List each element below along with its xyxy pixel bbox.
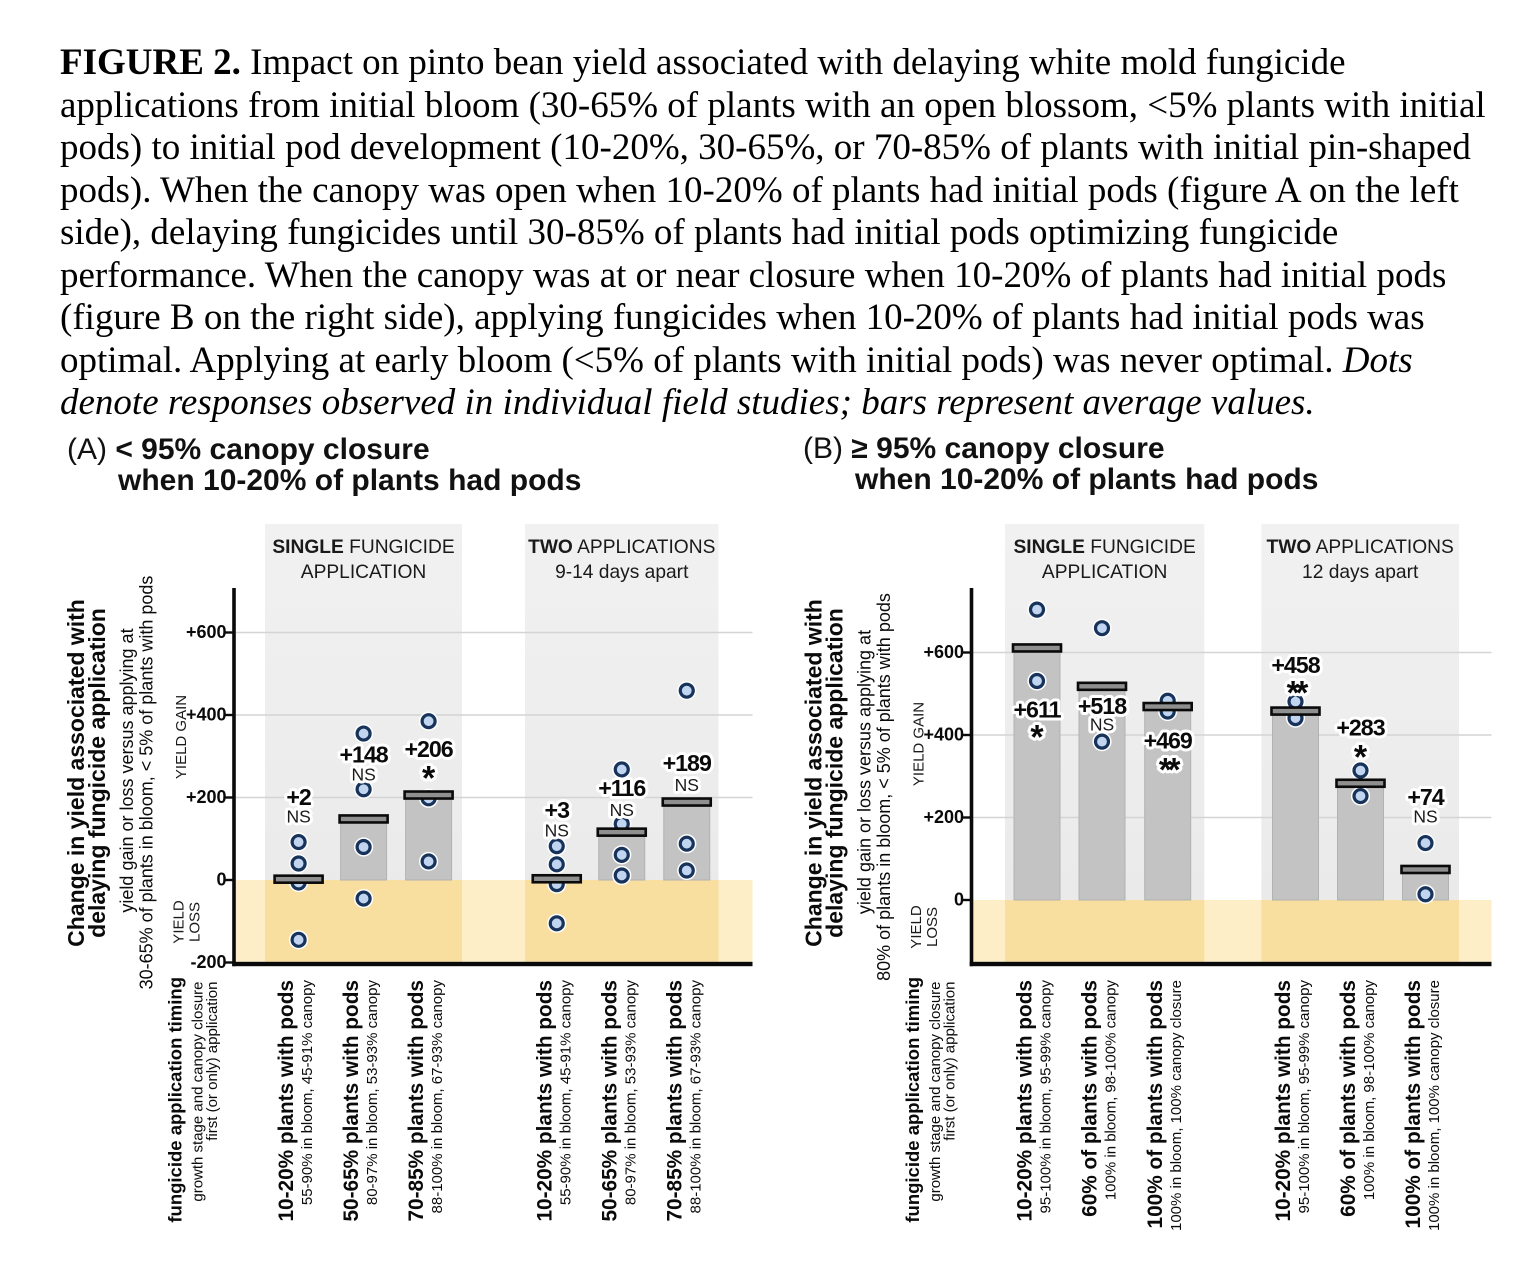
svg-text:NS: NS xyxy=(1413,807,1437,827)
svg-text:fungicide application timing: fungicide application timing xyxy=(902,977,923,1223)
svg-text:12 days apart: 12 days apart xyxy=(1302,562,1419,583)
svg-text:+400: +400 xyxy=(186,705,227,725)
svg-text:70-85% plants with pods: 70-85% plants with pods xyxy=(405,980,428,1222)
svg-text:growth stage and canopy closur: growth stage and canopy closure xyxy=(927,982,944,1202)
svg-text:*: * xyxy=(1030,719,1044,757)
svg-text:NS: NS xyxy=(286,807,310,827)
svg-text:60% of plants with pods: 60% of plants with pods xyxy=(1079,980,1102,1217)
svg-text:YIELD GAIN: YIELD GAIN xyxy=(911,702,928,786)
svg-text:+148: +148 xyxy=(339,742,388,768)
svg-text:first (or only) application: first (or only) application xyxy=(204,982,221,1141)
svg-text:10-20% plants with pods: 10-20% plants with pods xyxy=(1014,980,1037,1222)
svg-text:95-100% in bloom, 95-99% canop: 95-100% in bloom, 95-99% canopy xyxy=(1296,980,1313,1214)
svg-text:fungicide application timing: fungicide application timing xyxy=(165,977,186,1223)
svg-text:100% of plants with pods: 100% of plants with pods xyxy=(1402,980,1425,1228)
svg-text:SINGLE FUNGICIDE: SINGLE FUNGICIDE xyxy=(1013,537,1195,558)
svg-text:*: * xyxy=(1354,739,1368,777)
svg-text:70-85% plants with pods: 70-85% plants with pods xyxy=(663,980,686,1222)
svg-text:10-20% plants with pods: 10-20% plants with pods xyxy=(275,980,298,1222)
svg-text:60% of plants with pods: 60% of plants with pods xyxy=(1337,980,1360,1217)
svg-text:50-65% plants with pods: 50-65% plants with pods xyxy=(598,980,621,1222)
svg-text:+189: +189 xyxy=(663,750,712,776)
svg-text:growth stage and canopy closur: growth stage and canopy closure xyxy=(190,982,207,1202)
svg-text:NS: NS xyxy=(610,800,634,820)
svg-text:0: 0 xyxy=(954,890,964,910)
svg-text:30-65% of plants in bloom, < 5: 30-65% of plants in bloom, < 5% of plant… xyxy=(137,576,157,990)
svg-text:+2: +2 xyxy=(286,784,311,810)
svg-text:LOSS: LOSS xyxy=(187,902,204,942)
svg-text:**: ** xyxy=(1287,674,1309,711)
svg-text:88-100% in bloom, 67-93% canop: 88-100% in bloom, 67-93% canopy xyxy=(429,980,446,1214)
svg-text:first (or only) application: first (or only) application xyxy=(942,982,959,1141)
svg-text:10-20% plants with pods: 10-20% plants with pods xyxy=(533,980,556,1222)
svg-text:+518: +518 xyxy=(1078,693,1127,719)
svg-text:NS: NS xyxy=(351,765,375,785)
svg-text:100% in bloom, 98-100% canopy: 100% in bloom, 98-100% canopy xyxy=(1361,980,1378,1201)
svg-text:TWO APPLICATIONS: TWO APPLICATIONS xyxy=(1267,537,1454,558)
svg-text:+469: +469 xyxy=(1144,728,1193,754)
svg-text:yield gain or loss versus appl: yield gain or loss versus applying at xyxy=(117,628,137,912)
svg-text:80-97% in bloom, 53-93% canopy: 80-97% in bloom, 53-93% canopy xyxy=(364,980,381,1206)
svg-text:YIELD: YIELD xyxy=(171,900,188,944)
svg-text:+206: +206 xyxy=(404,736,453,762)
svg-text:+600: +600 xyxy=(186,622,227,642)
svg-text:+74: +74 xyxy=(1407,784,1444,810)
svg-text:0: 0 xyxy=(216,870,226,890)
svg-text:100% in bloom, 100% canopy clo: 100% in bloom, 100% canopy closure xyxy=(1426,980,1443,1231)
svg-text:+200: +200 xyxy=(186,787,227,807)
svg-text:9-14 days apart: 9-14 days apart xyxy=(555,562,689,583)
svg-text:Change in yield associated wit: Change in yield associated with xyxy=(801,599,827,947)
svg-text:NS: NS xyxy=(545,820,569,840)
svg-text:TWO APPLICATIONS: TWO APPLICATIONS xyxy=(528,537,715,558)
svg-text:50-65% plants with pods: 50-65% plants with pods xyxy=(340,980,363,1222)
svg-text:-200: -200 xyxy=(190,952,226,972)
svg-text:yield gain or loss versus appl: yield gain or loss versus applying at xyxy=(855,630,875,914)
svg-text:95-100% in bloom, 95-99% canop: 95-100% in bloom, 95-99% canopy xyxy=(1038,980,1055,1214)
svg-text:delaying fungicide application: delaying fungicide application xyxy=(822,608,848,938)
svg-text:+600: +600 xyxy=(923,642,964,662)
svg-text:88-100% in bloom, 67-93% canop: 88-100% in bloom, 67-93% canopy xyxy=(687,980,704,1214)
svg-text:NS: NS xyxy=(1090,715,1114,735)
svg-text:55-90% in bloom, 45-91% canopy: 55-90% in bloom, 45-91% canopy xyxy=(299,980,316,1206)
svg-text:+400: +400 xyxy=(923,725,964,745)
svg-text:100% in bloom, 100% canopy clo: 100% in bloom, 100% canopy closure xyxy=(1168,980,1185,1231)
svg-text:LOSS: LOSS xyxy=(924,907,941,947)
svg-text:*: * xyxy=(422,760,436,798)
svg-text:delaying fungicide application: delaying fungicide application xyxy=(84,608,110,938)
svg-text:APPLICATION: APPLICATION xyxy=(1042,562,1167,583)
svg-text:+116: +116 xyxy=(598,775,646,801)
svg-text:APPLICATION: APPLICATION xyxy=(301,562,426,583)
svg-text:NS: NS xyxy=(675,775,699,795)
svg-text:10-20% plants with pods: 10-20% plants with pods xyxy=(1272,980,1295,1222)
svg-text:+200: +200 xyxy=(923,807,964,827)
svg-text:80% of plants in bloom, < 5% o: 80% of plants in bloom, < 5% of plants w… xyxy=(874,593,894,981)
svg-text:+283: +283 xyxy=(1336,715,1385,741)
svg-text:80-97% in bloom, 53-93% canopy: 80-97% in bloom, 53-93% canopy xyxy=(622,980,639,1206)
svg-text:+458: +458 xyxy=(1271,652,1320,678)
svg-text:YIELD GAIN: YIELD GAIN xyxy=(173,695,190,779)
svg-text:SINGLE FUNGICIDE: SINGLE FUNGICIDE xyxy=(272,537,454,558)
svg-text:+611: +611 xyxy=(1014,697,1062,723)
svg-text:55-90% in bloom, 45-91% canopy: 55-90% in bloom, 45-91% canopy xyxy=(557,980,574,1206)
svg-text:+3: +3 xyxy=(545,797,571,823)
svg-text:100% in bloom, 98-100% canopy: 100% in bloom, 98-100% canopy xyxy=(1103,980,1120,1201)
svg-text:YIELD: YIELD xyxy=(908,905,925,949)
svg-text:Change in yield associated wit: Change in yield associated with xyxy=(63,599,89,947)
svg-text:100% of plants with pods: 100% of plants with pods xyxy=(1144,980,1167,1228)
